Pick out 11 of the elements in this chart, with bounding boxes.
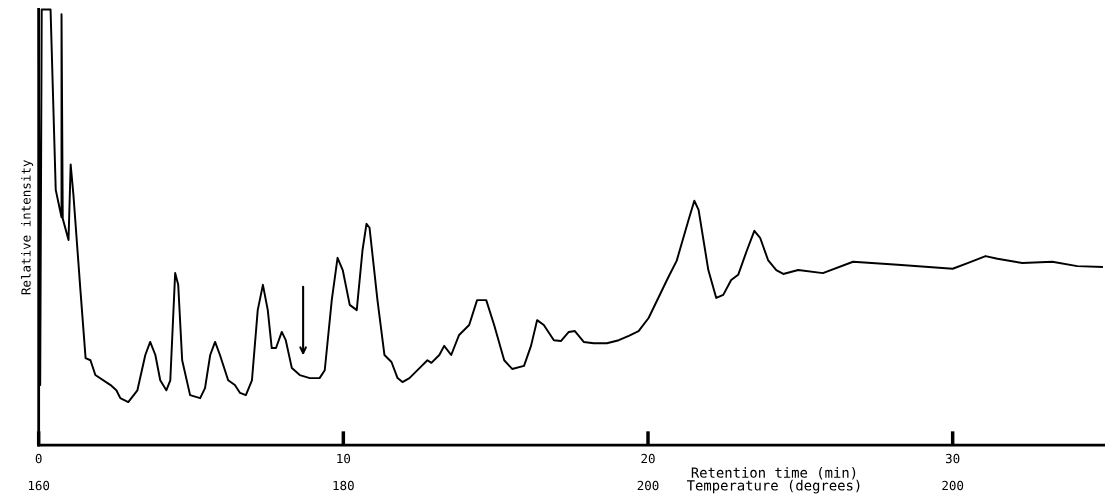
text: 200 (942, 480, 964, 491)
x-tick-label: 10 (337, 453, 351, 464)
x-tick-label: 20 (641, 453, 655, 464)
x-axis-title: Retention time (min) (691, 467, 856, 480)
x-tick-label: 30 (945, 453, 960, 464)
x-tick-label: 0 (35, 453, 42, 464)
text: 180 (333, 480, 354, 491)
y-axis-title: Relative intensity (20, 160, 34, 295)
text: Temperature (degrees) (686, 479, 860, 494)
text: 200 (637, 480, 659, 491)
text: 160 (28, 480, 50, 491)
